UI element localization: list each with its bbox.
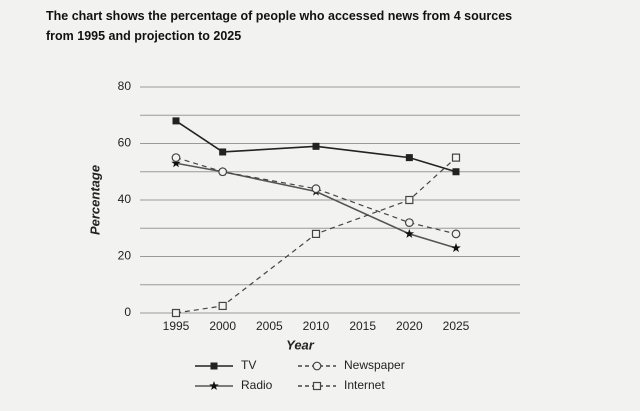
marker (452, 168, 460, 176)
x-tick-label: 1995 (163, 319, 190, 333)
y-tick-label: 20 (118, 249, 132, 263)
y-axis-label: Percentage (87, 165, 102, 235)
x-tick-label: 2015 (349, 319, 376, 333)
marker (218, 167, 228, 177)
marker (451, 243, 461, 253)
marker (171, 158, 181, 168)
marker (311, 229, 321, 238)
legend-label: Newspaper (344, 358, 405, 372)
marker (312, 361, 322, 371)
marker (405, 154, 413, 162)
marker (311, 184, 321, 194)
legend-label: Radio (241, 378, 273, 392)
marker (404, 218, 414, 228)
chart-title: The chart shows the percentage of people… (46, 9, 513, 43)
marker (312, 142, 320, 150)
marker (405, 195, 414, 205)
y-tick-label: 80 (118, 79, 132, 93)
x-axis-label: Year (286, 337, 315, 352)
marker (451, 153, 461, 162)
x-tick-label: 2025 (443, 319, 470, 333)
x-tick-label: 2005 (256, 319, 283, 333)
x-tick-label: 2000 (209, 319, 236, 333)
x-tick-label: 2020 (396, 319, 423, 333)
marker (218, 301, 227, 311)
marker (312, 381, 322, 391)
x-tick-label: 2010 (303, 319, 330, 333)
marker (404, 228, 415, 238)
marker (451, 229, 461, 239)
marker (210, 362, 218, 370)
marker (171, 153, 181, 163)
y-tick-label: 40 (118, 192, 132, 206)
y-tick-label: 0 (124, 305, 131, 319)
legend-label: TV (241, 358, 256, 372)
marker (172, 117, 180, 125)
marker (171, 308, 181, 318)
marker (209, 381, 219, 390)
y-tick-label: 60 (118, 136, 132, 150)
marker (219, 148, 227, 156)
legend-label: Internet (344, 378, 385, 392)
